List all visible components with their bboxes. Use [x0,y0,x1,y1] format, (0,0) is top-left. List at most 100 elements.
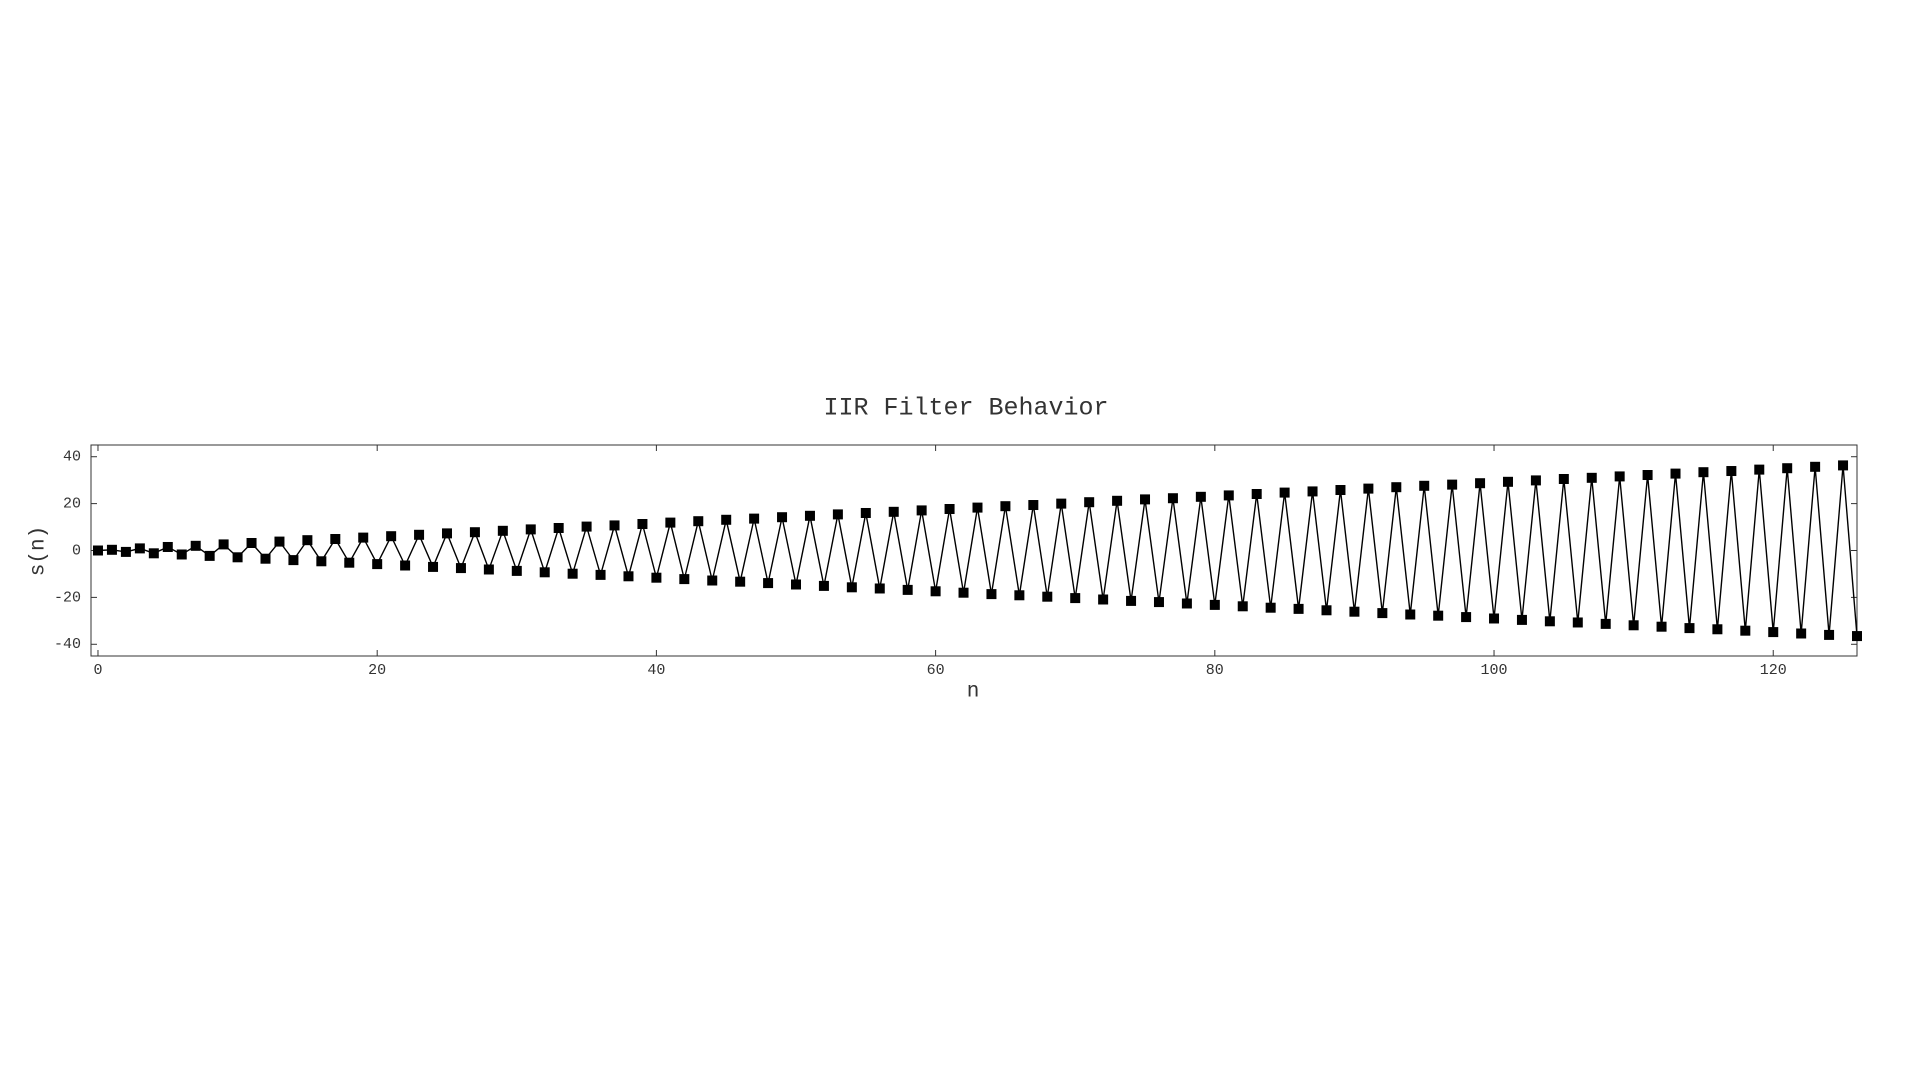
y-tick-label: -20 [54,589,81,606]
x-tick-label: 0 [93,662,102,679]
marker [1572,617,1583,628]
marker [1670,468,1681,479]
marker [1000,501,1011,512]
marker [1014,590,1025,601]
marker [428,561,439,572]
marker [721,514,732,525]
marker [386,531,397,542]
y-tick-label: -40 [54,636,81,653]
marker [288,555,299,566]
marker [1810,461,1821,472]
marker [1098,594,1109,605]
marker [414,529,425,540]
y-tick-label: 0 [72,542,81,559]
marker [120,546,131,557]
marker [1237,601,1248,612]
marker [944,504,955,515]
marker [483,564,494,575]
marker [693,516,704,527]
marker [455,563,466,574]
marker [1824,629,1835,640]
x-tick-label: 20 [368,662,386,679]
marker [1712,624,1723,635]
marker [972,502,983,513]
marker [1796,628,1807,639]
marker [1461,612,1472,623]
marker [400,560,411,571]
marker [1181,598,1192,609]
marker [372,559,383,570]
marker [1502,476,1513,487]
marker [679,574,690,585]
marker [511,565,522,576]
marker [358,532,369,543]
marker [986,589,997,600]
marker [707,575,718,586]
marker [1558,473,1569,484]
marker [1405,609,1416,620]
y-axis-label: s(n) [28,526,51,576]
marker [1140,494,1151,505]
x-tick-label: 120 [1760,662,1787,679]
series-line [97,465,1858,637]
x-tick-label: 40 [647,662,665,679]
marker [204,550,215,561]
marker [1447,479,1458,490]
marker [874,583,885,594]
marker [1265,602,1276,613]
marker [846,582,857,593]
marker [651,572,662,583]
marker [1656,621,1667,632]
marker [316,556,327,567]
marker [1726,466,1737,477]
marker [1377,608,1388,619]
marker [232,552,243,563]
marker [609,520,620,531]
marker [777,512,788,523]
chart-title: IIR Filter Behavior [823,394,1108,423]
marker [1293,603,1304,614]
marker [497,525,508,536]
marker [1070,593,1081,604]
marker [595,569,606,580]
marker [888,506,899,517]
marker [1754,464,1765,475]
x-tick-label: 60 [927,662,945,679]
marker [1614,471,1625,482]
x-tick-label: 100 [1481,662,1508,679]
marker [930,586,941,597]
marker [162,541,173,552]
marker [623,571,634,582]
marker [1489,613,1500,624]
marker [1544,616,1555,627]
marker [134,543,145,554]
marker [958,587,969,598]
x-axis-label: n [967,681,980,704]
marker [190,540,201,551]
marker [1363,483,1374,494]
marker [1740,625,1751,636]
marker [567,568,578,579]
marker [818,580,829,591]
x-tick-label: 80 [1206,662,1224,679]
marker [260,553,271,564]
marker [1628,620,1639,631]
marker [469,527,480,538]
marker [1838,460,1849,471]
marker [1195,491,1206,502]
marker [1321,605,1332,616]
marker [344,557,355,568]
marker [1530,475,1541,486]
marker [1307,486,1318,497]
marker [1768,627,1779,638]
marker [1433,610,1444,621]
marker [218,539,229,550]
marker [1153,597,1164,608]
marker [832,509,843,520]
marker [302,535,313,546]
marker [246,537,257,548]
marker [1419,480,1430,491]
marker [148,548,159,559]
marker [637,519,648,530]
